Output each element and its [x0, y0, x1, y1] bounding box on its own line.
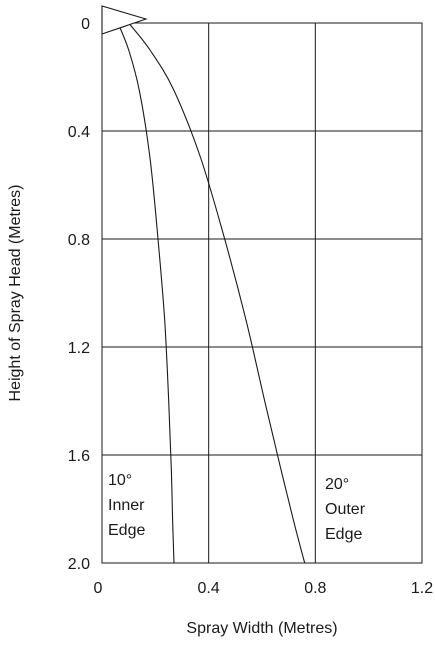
inner-edge-label-line: 10° [108, 472, 132, 489]
x-tick-label: 1.2 [411, 580, 433, 597]
inner-edge-label-line: Edge [108, 522, 145, 539]
y-tick-label: 1.6 [68, 448, 90, 465]
x-tick-label: 0.8 [304, 580, 326, 597]
series-layer [117, 22, 306, 564]
y-tick-label: 0.4 [68, 124, 90, 141]
y-tick-labels: 0 0.4 0.8 1.2 1.6 2.0 [68, 16, 90, 573]
inner-edge-line [117, 22, 175, 564]
outer-edge-label: 20° Outer Edge [325, 476, 369, 543]
outer-edge-label-line: 20° [325, 476, 349, 493]
x-tick-label: 0.4 [198, 580, 220, 597]
x-axis-title: Spray Width (Metres) [186, 620, 337, 637]
y-axis-title: Height of Spray Head (Metres) [7, 185, 24, 402]
y-tick-label: 2.0 [68, 556, 90, 573]
plot-frame [101, 22, 423, 564]
y-tick-label: 1.2 [68, 340, 90, 357]
y-tick-label: 0 [81, 16, 90, 33]
inner-edge-label-line: Inner [108, 497, 145, 514]
outer-edge-label-line: Outer [325, 501, 366, 518]
x-tick-labels: 0 0.4 0.8 1.2 [94, 580, 434, 597]
inner-edge-label: 10° Inner Edge [108, 472, 149, 539]
grid [101, 22, 423, 564]
y-tick-label: 0.8 [68, 232, 90, 249]
outer-edge-line [128, 22, 306, 564]
x-tick-label: 0 [94, 580, 103, 597]
spray-head-marker [101, 5, 148, 35]
outer-edge-label-line: Edge [325, 526, 362, 543]
